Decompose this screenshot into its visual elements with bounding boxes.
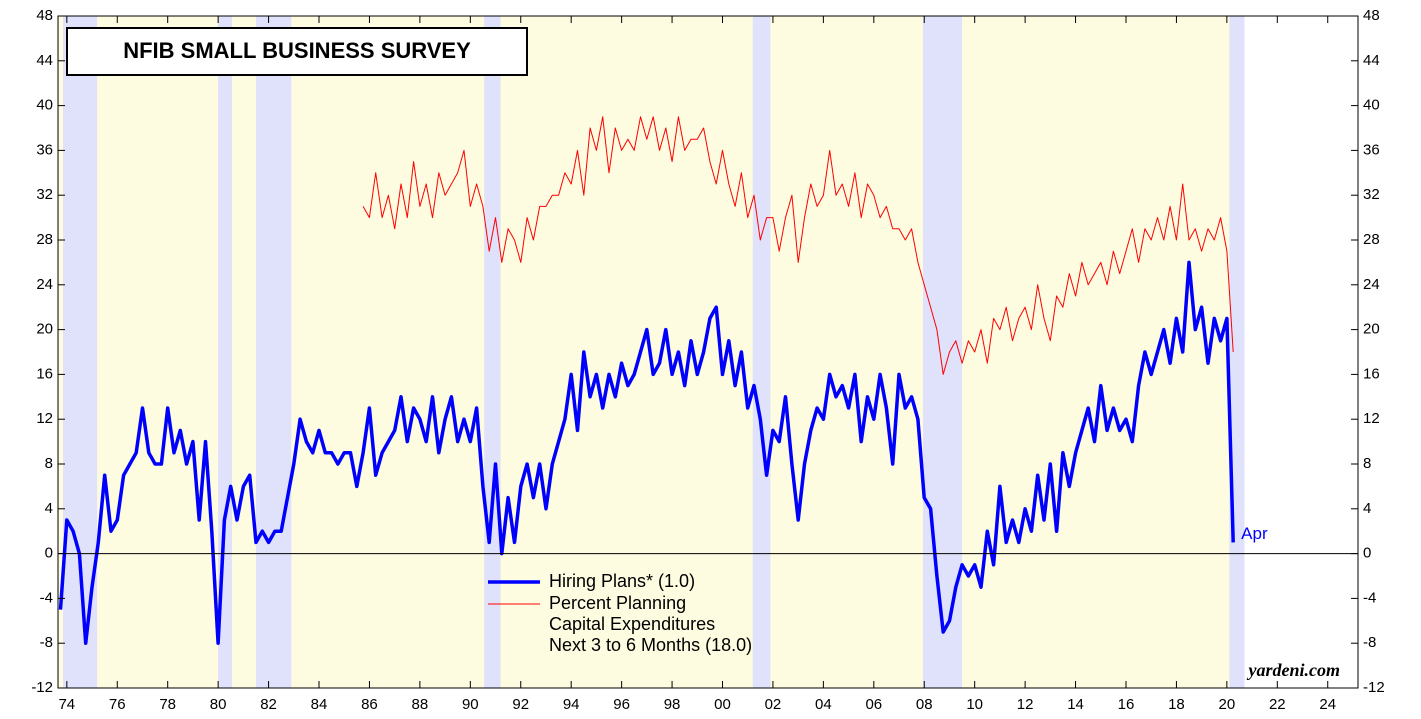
y-tick-label: -4 bbox=[40, 589, 53, 606]
recession-band bbox=[752, 16, 771, 688]
y-tick-label-right: 8 bbox=[1363, 455, 1371, 472]
x-tick-label: 04 bbox=[815, 696, 832, 713]
y-tick-label-right: 28 bbox=[1363, 231, 1380, 248]
x-tick-label: 78 bbox=[159, 696, 176, 713]
x-tick-label: 14 bbox=[1067, 696, 1084, 713]
legend-label: Hiring Plans* (1.0) bbox=[549, 571, 695, 591]
y-tick-label: 24 bbox=[36, 276, 53, 293]
y-tick-label-right: 24 bbox=[1363, 276, 1380, 293]
title-box bbox=[66, 27, 528, 76]
x-tick-label: 76 bbox=[109, 696, 126, 713]
y-tick-label-right: 16 bbox=[1363, 365, 1380, 382]
x-tick-label: 20 bbox=[1219, 696, 1236, 713]
y-tick-label: 12 bbox=[36, 410, 53, 427]
y-tick-label-right: -4 bbox=[1363, 589, 1376, 606]
y-tick-label: -12 bbox=[31, 679, 53, 696]
y-tick-label: 32 bbox=[36, 186, 53, 203]
legend-label: Percent Planning bbox=[549, 593, 686, 613]
y-tick-label-right: 0 bbox=[1363, 545, 1371, 562]
y-tick-label-right: 48 bbox=[1363, 7, 1380, 24]
y-tick-label: 20 bbox=[36, 321, 53, 338]
x-tick-label: 90 bbox=[462, 696, 479, 713]
x-tick-label: 18 bbox=[1168, 696, 1185, 713]
x-tick-label: 80 bbox=[210, 696, 227, 713]
y-tick-label: 8 bbox=[45, 455, 53, 472]
y-tick-label-right: 12 bbox=[1363, 410, 1380, 427]
y-tick-label: 40 bbox=[36, 97, 53, 114]
y-tick-label: 16 bbox=[36, 365, 53, 382]
plot-frame bbox=[57, 15, 1359, 689]
background-layer bbox=[58, 16, 1245, 688]
x-tick-label: 16 bbox=[1118, 696, 1135, 713]
x-tick-label: 94 bbox=[563, 696, 580, 713]
x-tick-label: 92 bbox=[512, 696, 529, 713]
y-tick-label: 0 bbox=[45, 545, 53, 562]
recession-band bbox=[218, 16, 233, 688]
y-tick-label: 4 bbox=[45, 500, 53, 517]
y-tick-label-right: 36 bbox=[1363, 141, 1380, 158]
recession-band bbox=[1229, 16, 1245, 688]
y-tick-label-right: -8 bbox=[1363, 634, 1376, 651]
overlay-layer: NFIB SMALL BUSINESS SURVEY yardeni.com -… bbox=[31, 7, 1384, 713]
series-line bbox=[58, 260, 1235, 645]
y-tick-label: -8 bbox=[40, 634, 53, 651]
x-tick-label: 10 bbox=[966, 696, 983, 713]
x-tick-label: 84 bbox=[311, 696, 328, 713]
marks-layer bbox=[58, 116, 1235, 645]
x-tick-label: 12 bbox=[1017, 696, 1034, 713]
x-tick-label: 02 bbox=[765, 696, 782, 713]
legend-label: Capital Expenditures bbox=[549, 614, 715, 634]
y-tick-label-right: 20 bbox=[1363, 321, 1380, 338]
y-tick-label-right: 4 bbox=[1363, 500, 1371, 517]
y-tick-label-right: 40 bbox=[1363, 97, 1380, 114]
y-tick-label: 28 bbox=[36, 231, 53, 248]
x-tick-label: 08 bbox=[916, 696, 933, 713]
x-tick-label: 00 bbox=[714, 696, 731, 713]
x-tick-label: 98 bbox=[664, 696, 681, 713]
y-tick-label: 36 bbox=[36, 141, 53, 158]
series-line bbox=[362, 116, 1234, 375]
x-tick-label: 86 bbox=[361, 696, 378, 713]
x-tick-label: 96 bbox=[613, 696, 630, 713]
x-tick-label: 06 bbox=[865, 696, 882, 713]
y-tick-label: 44 bbox=[36, 52, 53, 69]
x-tick-label: 22 bbox=[1269, 696, 1286, 713]
x-tick-label: 82 bbox=[260, 696, 277, 713]
chart-title: NFIB SMALL BUSINESS SURVEY bbox=[123, 38, 471, 63]
y-tick-label-right: 44 bbox=[1363, 52, 1380, 69]
recession-band bbox=[484, 16, 501, 688]
x-tick-label: 74 bbox=[58, 696, 75, 713]
recession-band bbox=[255, 16, 292, 688]
source: yardeni.com bbox=[1247, 660, 1341, 680]
x-tick-label: 24 bbox=[1319, 696, 1336, 713]
legend-label: Next 3 to 6 Months (18.0) bbox=[549, 635, 752, 655]
y-tick-label: 48 bbox=[36, 7, 53, 24]
x-tick-label: 88 bbox=[412, 696, 429, 713]
recession-band bbox=[922, 16, 963, 688]
annotation: Apr bbox=[1241, 524, 1268, 543]
y-tick-label-right: -12 bbox=[1363, 679, 1385, 696]
y-tick-label-right: 32 bbox=[1363, 186, 1380, 203]
